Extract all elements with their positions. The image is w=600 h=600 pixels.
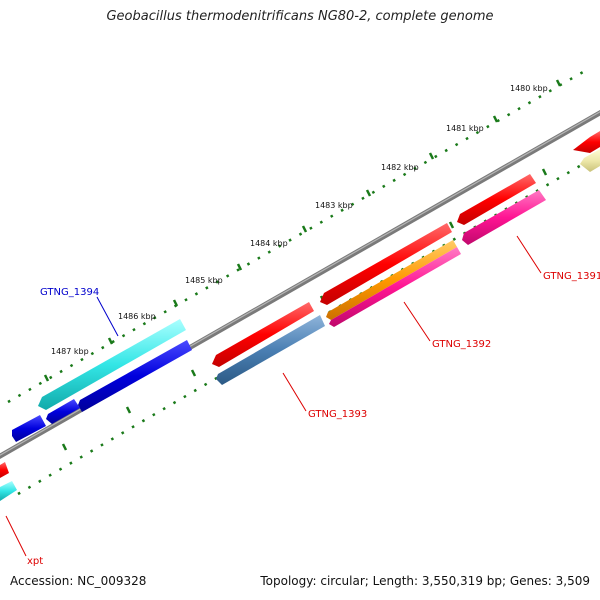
gene-label-xpt[interactable]: xpt [27,556,43,567]
gene-arrow-cyan-gtng-1394[interactable] [38,319,186,410]
tick-label-1481: 1481 kbp [446,124,484,133]
genome-title: Geobacillus thermodenitrificans NG80-2, … [106,9,494,24]
gene-arrow-red-far-right[interactable] [573,131,600,153]
tick-label-1485: 1485 kbp [185,276,223,285]
gene-label-gtng-1393[interactable]: GTNG_1393 [308,409,367,420]
gene-arrow-orange-gtng-1392[interactable] [326,240,457,320]
gene-arrow-blue-1[interactable] [78,340,192,412]
tick-label-1480: 1480 kbp [510,84,548,93]
gene-arrow-steelblue-gtng-1393[interactable] [216,315,325,385]
label-callout-lines [5,235,542,557]
tick-label-1484: 1484 kbp [250,239,288,248]
gene-arrow-red-left-edge[interactable] [0,462,9,478]
gene-arrow-red-1392-region[interactable] [320,223,452,305]
gene-label-gtng-1391[interactable]: GTNG_1391 [543,271,600,282]
tick-label-1486: 1486 kbp [118,312,156,321]
gene-arrow-blue-3[interactable] [12,415,46,442]
gene-arrow-pink-gtng-1391[interactable] [462,190,546,245]
inner-tick-track [17,158,591,496]
gene-arrow-cyan-left-edge[interactable] [0,481,17,501]
accession-text: Accession: NC_009328 [10,574,147,588]
gene-arrow-red-1393-region[interactable] [212,302,314,367]
gene-arrow-yellow-far-right[interactable] [580,149,600,172]
gene-arrow-pink-gtng-1392[interactable] [329,247,461,327]
tick-label-1483: 1483 kbp [315,201,353,210]
major-ticks [43,79,562,451]
genome-summary-text: Topology: circular; Length: 3,550,319 bp… [260,574,590,588]
gene-label-gtng-1392[interactable]: GTNG_1392 [432,339,491,350]
tick-label-1487: 1487 kbp [51,347,89,356]
gene-arrow-blue-2[interactable] [46,399,80,424]
gene-arrow-red-1391-region[interactable] [457,174,536,225]
gene-label-gtng-1394[interactable]: GTNG_1394 [40,287,99,298]
outer-tick-track [7,66,591,404]
tick-label-1482: 1482 kbp [381,163,419,172]
